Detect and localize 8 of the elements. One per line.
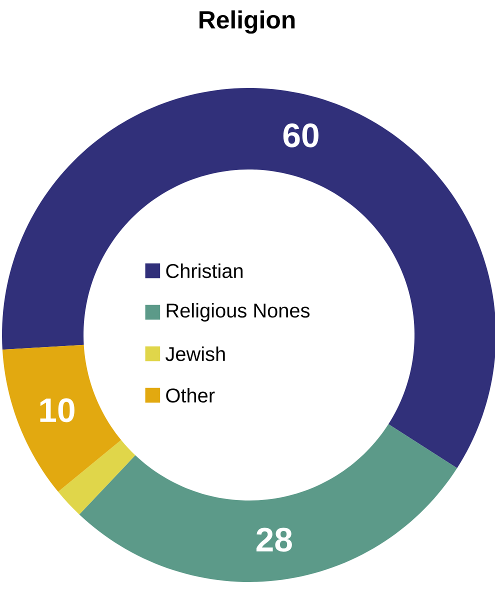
legend-label: Christian: [166, 263, 243, 278]
legend-label: Religious Nones: [166, 302, 310, 322]
data-label: 60: [283, 123, 318, 148]
data-label: 10: [40, 398, 74, 422]
legend-label: Jewish: [166, 346, 225, 362]
data-label: 28: [256, 528, 292, 552]
chart-title: Religion: [200, 10, 295, 34]
legend-label: Other: [166, 388, 215, 403]
